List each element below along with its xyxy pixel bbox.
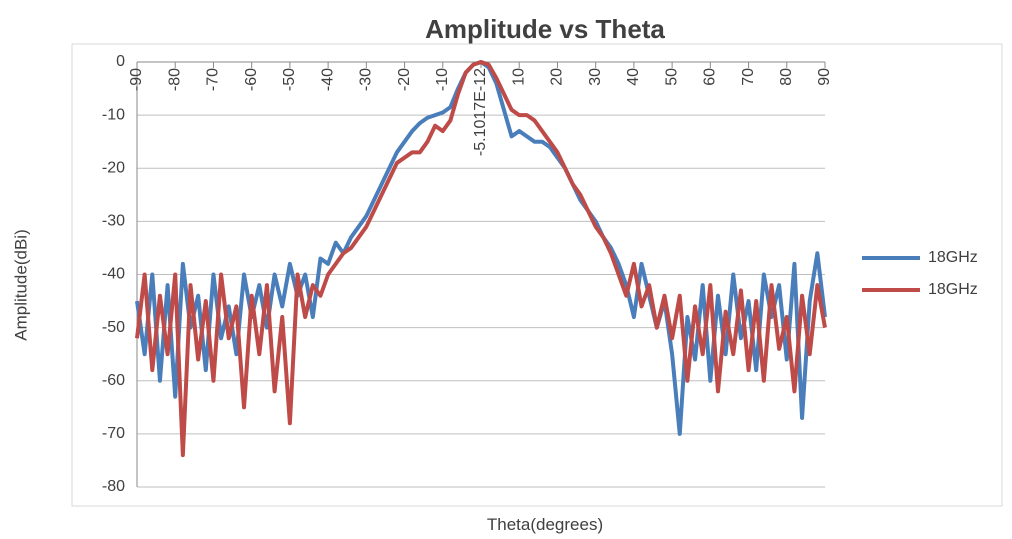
- x-tick-label: 50: [663, 68, 680, 86]
- x-tick-label: 30: [587, 68, 604, 86]
- x-tick-label: 80: [778, 68, 795, 86]
- y-tick-label: -70: [102, 425, 125, 442]
- x-tick-label: 90: [816, 68, 833, 86]
- x-tick-label: -30: [358, 68, 375, 91]
- y-axis-label: Amplitude(dBi): [11, 229, 30, 341]
- y-tick-label: -40: [102, 266, 125, 283]
- x-tick-label: 70: [740, 68, 757, 86]
- y-tick-label: 0: [116, 53, 125, 70]
- legend-label: 18GHz: [928, 249, 978, 266]
- x-tick-label: -80: [166, 68, 183, 91]
- legend-label: 18GHz: [928, 281, 978, 298]
- chart-frame: [71, 43, 1003, 507]
- y-tick-label: -30: [102, 213, 125, 230]
- x-tick-label: -50: [281, 68, 298, 91]
- y-tick-label: -20: [102, 159, 125, 176]
- y-tick-label: -50: [102, 319, 125, 336]
- chart-title: Amplitude vs Theta: [425, 14, 665, 44]
- x-tick-label: 60: [702, 68, 719, 86]
- x-tick-label: 10: [510, 68, 527, 86]
- x-tick-label: -10: [434, 68, 451, 91]
- x-tick-label: -70: [205, 68, 222, 91]
- x-tick-label: 20: [549, 68, 566, 86]
- x-tick-label: -5.1017E-12: [472, 68, 489, 156]
- x-tick-label: -40: [319, 68, 336, 91]
- series-line: [135, 60, 827, 458]
- y-tick-label: -10: [102, 106, 125, 123]
- x-tick-label: -20: [396, 68, 413, 91]
- x-tick-label: -60: [243, 68, 260, 91]
- y-tick-label: -60: [102, 372, 125, 389]
- x-tick-label: -90: [128, 68, 145, 91]
- x-axis-label: Theta(degrees): [487, 515, 603, 534]
- x-tick-label: 40: [625, 68, 642, 86]
- y-tick-label: -80: [102, 478, 125, 495]
